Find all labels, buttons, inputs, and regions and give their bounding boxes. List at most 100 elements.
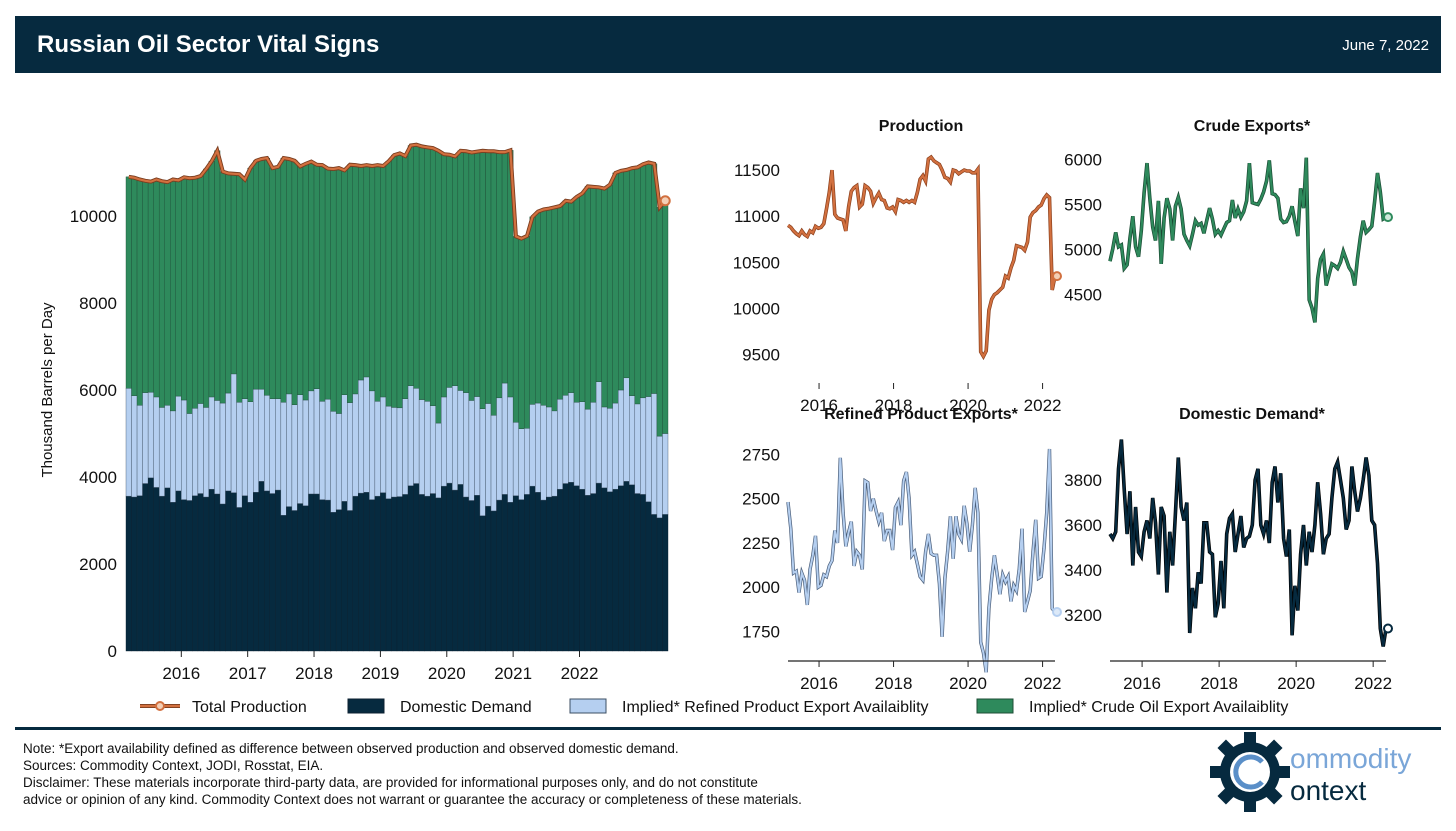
bar-refined-export	[236, 401, 243, 508]
y-tick-label: 4000	[79, 468, 117, 487]
bar-crude-export	[584, 186, 591, 410]
bar-domestic-demand	[147, 477, 154, 652]
x-tick-label: 2018	[295, 664, 333, 683]
bar-refined-export	[573, 401, 580, 486]
bar-refined-export	[645, 396, 652, 502]
bar-domestic-demand	[512, 495, 519, 652]
y-tick-label: 8000	[79, 294, 117, 313]
bar-crude-export	[335, 167, 342, 414]
bar-refined-export	[158, 407, 165, 497]
bar-crude-export	[535, 211, 541, 404]
bar-crude-export	[208, 160, 215, 398]
legend-label: Total Production	[192, 699, 307, 716]
bar-refined-export	[535, 402, 541, 493]
bar-domestic-demand	[170, 502, 176, 652]
bar-domestic-demand	[241, 495, 248, 652]
bar-crude-export	[546, 208, 553, 408]
y-tick-label: 2000	[79, 555, 117, 574]
x-tick-label: 2022	[1024, 674, 1062, 693]
y-tick-label: 11000	[734, 207, 780, 226]
bar-refined-export	[369, 390, 376, 500]
bar-domestic-demand	[175, 490, 182, 652]
bar-refined-export	[247, 401, 254, 503]
bar-domestic-demand	[634, 493, 641, 652]
bar-crude-export	[573, 196, 580, 403]
bar-domestic-demand	[402, 494, 409, 652]
bar-crude-export	[236, 174, 243, 403]
sources-text: Sources: Commodity Context, JODI, Rossta…	[23, 758, 324, 773]
bar-crude-export	[407, 145, 414, 386]
bar-refined-export	[341, 394, 348, 502]
bar-refined-export	[374, 401, 381, 497]
bar-crude-export	[529, 216, 536, 405]
x-tick-label: 2020	[949, 674, 987, 693]
bar-domestic-demand	[380, 492, 387, 652]
small-chart-title: Crude Exports*	[1194, 118, 1311, 135]
bar-domestic-demand	[524, 494, 530, 652]
bar-crude-export	[175, 180, 182, 397]
bar-domestic-demand	[363, 492, 370, 652]
bar-domestic-demand	[618, 485, 624, 652]
bar-crude-export	[441, 154, 447, 398]
bar-domestic-demand	[313, 493, 320, 652]
bar-refined-export	[441, 396, 447, 487]
bar-domestic-demand	[507, 502, 514, 652]
bar-refined-export	[319, 401, 326, 500]
bar-refined-export	[324, 398, 331, 501]
bar-crude-export	[297, 166, 304, 395]
bar-domestic-demand	[601, 487, 608, 652]
bar-domestic-demand	[529, 485, 536, 652]
bar-crude-export	[363, 164, 370, 378]
bar-refined-export	[474, 396, 481, 496]
bar-crude-export	[418, 146, 425, 400]
bar-refined-export	[181, 399, 188, 500]
bar-crude-export	[391, 154, 398, 408]
x-tick-label: 2022	[1024, 396, 1062, 415]
bar-refined-export	[606, 408, 613, 492]
bar-crude-export	[402, 155, 409, 399]
bar-crude-export	[452, 156, 459, 386]
bar-refined-export	[402, 398, 409, 495]
bar-domestic-demand	[253, 492, 259, 652]
bar-domestic-demand	[535, 492, 541, 652]
bar-refined-export	[253, 388, 259, 493]
bar-domestic-demand	[225, 490, 232, 652]
bar-domestic-demand	[197, 493, 204, 652]
bar-domestic-demand	[573, 485, 580, 652]
bar-domestic-demand	[374, 495, 381, 652]
bar-refined-export	[208, 396, 215, 490]
bar-domestic-demand	[269, 493, 276, 652]
bar-domestic-demand	[291, 510, 298, 652]
bar-domestic-demand	[662, 514, 669, 652]
bar-crude-export	[540, 209, 547, 406]
bar-crude-export	[446, 154, 453, 388]
y-tick-label: 6000	[79, 381, 117, 400]
bar-refined-export	[507, 396, 514, 503]
bar-domestic-demand	[125, 495, 132, 652]
y-tick-label: 2500	[742, 490, 780, 509]
bar-refined-export	[125, 388, 132, 497]
bar-domestic-demand	[214, 493, 221, 652]
legend-swatch	[976, 698, 1014, 714]
bar-domestic-demand	[302, 505, 309, 652]
bar-refined-export	[546, 406, 553, 498]
page-title: Russian Oil Sector Vital Signs	[37, 31, 380, 58]
total-production-line	[128, 143, 667, 240]
bar-domestic-demand	[330, 512, 337, 652]
bar-domestic-demand	[280, 515, 287, 652]
bar-crude-export	[651, 163, 658, 394]
bar-domestic-demand	[319, 499, 326, 652]
bar-refined-export	[175, 395, 182, 492]
bar-refined-export	[225, 392, 232, 492]
bar-crude-export	[330, 168, 337, 412]
bar-crude-export	[269, 167, 276, 399]
bar-refined-export	[579, 401, 586, 490]
series-end-marker	[1383, 212, 1393, 223]
series-line	[1108, 157, 1387, 323]
y-tick-label: 2750	[742, 445, 780, 464]
bar-domestic-demand	[474, 495, 481, 652]
bar-crude-export	[501, 151, 508, 384]
bar-domestic-demand	[435, 497, 442, 652]
y-tick-label: 5000	[1064, 241, 1102, 260]
bar-refined-export	[618, 389, 624, 486]
